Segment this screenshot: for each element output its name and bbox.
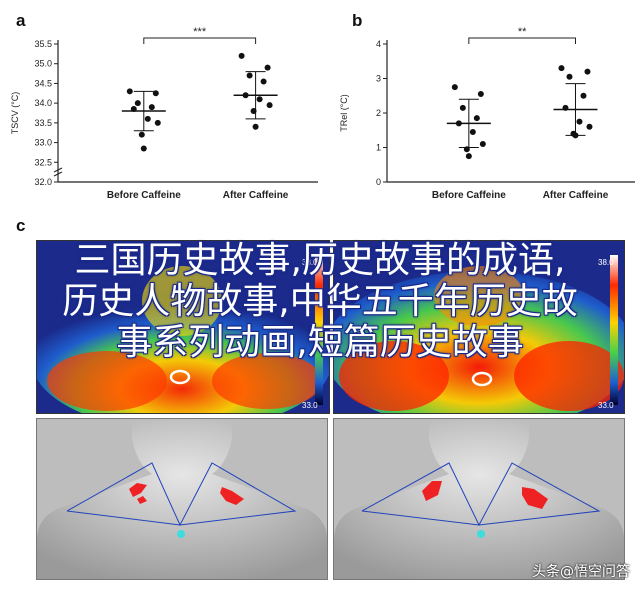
chart-a-y-tick-label: 34.0 <box>34 98 52 108</box>
chart-a-data-point <box>250 108 257 115</box>
chart-b-data-point <box>580 92 587 99</box>
chart-b-data-point <box>451 84 458 91</box>
chart-a-data-point <box>242 92 249 99</box>
chart-a-data-point <box>152 90 159 97</box>
chart-b-data-point <box>479 141 486 148</box>
chart-a-data-point <box>266 102 273 109</box>
chart-a: 32.0 32.5 33.0 33.5 34.0 34.5 35.0 35.5 TSCV (°C… <box>10 26 318 201</box>
chart-a-x-tick-label: After Caffeine <box>223 190 289 201</box>
scale-min-label-before: 33.0 <box>302 401 318 410</box>
neck-photo-before <box>36 418 328 580</box>
thermal-heatmap-after <box>334 241 624 413</box>
chart-a-y-tick-label: 32.0 <box>34 177 52 187</box>
chart-a-data-point <box>144 115 151 122</box>
chart-b-data-point <box>469 128 476 135</box>
chart-b-data-point <box>576 118 583 125</box>
chart-a-y-tick-label: 35.0 <box>34 59 52 69</box>
chart-a-y-tick-label: 35.5 <box>34 39 52 49</box>
thermal-image-after <box>333 240 625 414</box>
chart-b-data-point <box>586 123 593 130</box>
chart-a-x-tick-label: Before Caffeine <box>107 190 181 201</box>
neck-photo-after <box>333 418 625 580</box>
chart-b-x-tick-label: Before Caffeine <box>432 190 506 201</box>
chart-b-y-tick-label: 4 <box>376 39 381 49</box>
chart-a-data-point <box>264 64 271 71</box>
chart-a-y-tick-label: 33.0 <box>34 138 52 148</box>
watermark: 头条@悟空问答 <box>532 564 630 580</box>
chart-b-data-point <box>459 104 466 111</box>
chart-a-y-tick-label: 34.5 <box>34 78 52 88</box>
overlay-text-line-3: 事系列动画,短篇历史故事 <box>116 322 524 363</box>
chart-a-y-tick-label: 32.5 <box>34 157 52 167</box>
roi-circle-after <box>471 371 493 387</box>
scale-max-label-after: 38.0 <box>598 258 614 267</box>
chart-a-data-point <box>154 119 161 126</box>
roi-circle-before <box>169 369 191 385</box>
chart-a-data-point <box>246 72 253 79</box>
chart-b-data-point <box>477 91 484 98</box>
chart-a-data-point <box>130 106 137 113</box>
chart-a-data-point <box>126 88 133 95</box>
neck-diagram-before <box>37 419 327 579</box>
panel-letter-a: a <box>16 11 26 30</box>
chart-b-significance-label: ** <box>518 26 527 38</box>
chart-b: 0 1 2 3 4 TRel (°C) Before Caffeine After Caffe… <box>339 26 635 201</box>
chart-b-y-tick-label: 1 <box>376 143 381 153</box>
chart-b-data-point <box>455 120 462 127</box>
chart-a-data-point <box>256 96 263 103</box>
chart-a-data-point <box>140 145 147 152</box>
chart-a-data-point <box>252 123 259 130</box>
neck-diagram-after <box>334 419 624 579</box>
chart-a-significance-bracket <box>143 37 257 44</box>
overlay-text-line-2: 历史人物故事,中华五千年历史故 <box>62 281 578 322</box>
chart-b-data-point <box>566 73 573 80</box>
chart-a-axis-break <box>53 167 63 173</box>
chart-b-data-point <box>465 153 472 160</box>
chart-a-significance-label: *** <box>193 26 207 38</box>
chart-b-data-point <box>584 68 591 75</box>
chart-a-data-point <box>238 52 245 59</box>
thermal-heatmap-before <box>37 241 329 413</box>
chart-b-data-point <box>572 132 579 139</box>
chart-b-x-tick-label: After Caffeine <box>543 190 609 201</box>
chart-b-y-tick-label: 2 <box>376 108 381 118</box>
chart-b-y-axis-label: TRel (°C) <box>339 94 349 132</box>
chart-b-y-tick-label: 0 <box>376 177 381 187</box>
panel-letter-c: c <box>16 216 26 235</box>
overlay-text-line-1: 三国历史故事,历史故事的成语, <box>74 240 566 281</box>
thermal-image-before <box>36 240 330 414</box>
chart-a-data-point <box>134 100 141 107</box>
chart-b-data-point <box>558 65 565 72</box>
scale-max-label-before: 38.0 <box>302 258 318 267</box>
chart-b-significance-bracket <box>468 37 576 44</box>
panel-letter-b: b <box>352 11 363 30</box>
chart-a-y-axis-label: TSCV (°C) <box>10 92 20 135</box>
chart-a-data-point <box>148 104 155 111</box>
chart-b-data-point <box>562 104 569 111</box>
chart-b-y-tick-label: 3 <box>376 74 381 84</box>
chart-a-data-point <box>138 131 145 138</box>
chart-a-y-tick-label: 33.5 <box>34 118 52 128</box>
scale-min-label-after: 33.0 <box>598 401 614 410</box>
chart-b-data-point <box>463 146 470 153</box>
chart-a-axis-break <box>53 171 63 177</box>
chart-b-data-point <box>473 115 480 122</box>
chart-a-data-point <box>260 78 267 85</box>
